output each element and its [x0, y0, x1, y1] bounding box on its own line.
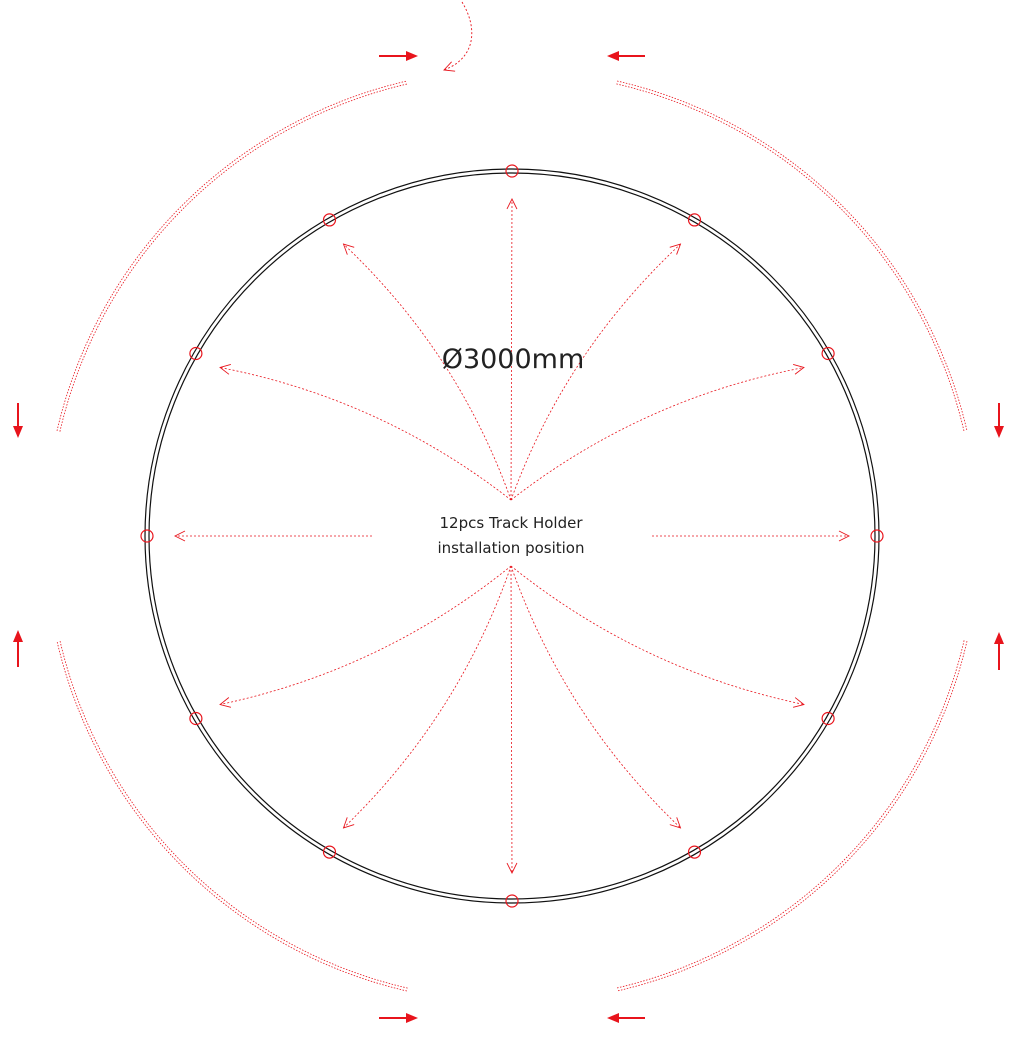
center-label-line1: 12pcs Track Holder	[440, 514, 584, 532]
track-segment-arc	[616, 83, 965, 432]
track-holder-marker	[821, 346, 835, 361]
holder-pointer-arrow	[510, 565, 682, 829]
track-holder-marker	[821, 711, 835, 726]
center-label-line2: installation position	[437, 539, 584, 557]
track-holder-marker	[687, 845, 702, 859]
track-segment-arc	[59, 83, 408, 432]
holder-pointer-arrow	[219, 565, 512, 708]
direction-arrow	[379, 1013, 418, 1023]
track-holder-marker	[505, 164, 519, 178]
track-segment-arc	[616, 640, 965, 989]
track-holder-marker	[140, 529, 154, 543]
direction-arrow	[13, 630, 23, 667]
track-holder-marker	[189, 346, 203, 361]
holder-pointer-arrow	[342, 243, 512, 501]
direction-arrow	[607, 1013, 645, 1023]
track-holder-marker	[505, 894, 519, 908]
direction-arrow	[13, 403, 23, 438]
track-segment-arc	[59, 640, 408, 989]
track-holder-marker	[687, 213, 702, 227]
holder-pointer-arrow	[342, 565, 512, 829]
track-segment-arc	[617, 641, 968, 992]
holder-pointer-arrow	[506, 565, 518, 875]
holder-pointer-arrow	[506, 197, 518, 501]
track-segment-arc	[617, 80, 968, 431]
main-track-ring	[144, 168, 880, 904]
direction-arrow	[379, 51, 418, 61]
track-holder-marker	[870, 529, 884, 543]
track-segment-arc	[56, 641, 407, 992]
insert-curve-arrow	[443, 1, 473, 72]
track-holder-marker	[322, 213, 337, 227]
holder-pointer-arrow	[510, 364, 805, 501]
holder-pointer-arrow	[510, 243, 682, 501]
holder-pointer-arrows	[173, 197, 851, 875]
track-holder-marker	[322, 845, 337, 859]
track-segments	[56, 80, 968, 992]
direction-arrow	[994, 403, 1004, 438]
diameter-label: Ø3000mm	[442, 344, 585, 375]
track-holder-marker	[189, 711, 203, 726]
holder-pointer-arrow	[510, 565, 805, 708]
holder-pointer-arrow	[219, 364, 512, 501]
track-holder-markers	[140, 164, 884, 908]
direction-arrow	[607, 51, 645, 61]
track-segment-arc	[56, 80, 407, 431]
direction-arrow	[994, 632, 1004, 670]
direction-arrows	[13, 51, 1004, 1023]
